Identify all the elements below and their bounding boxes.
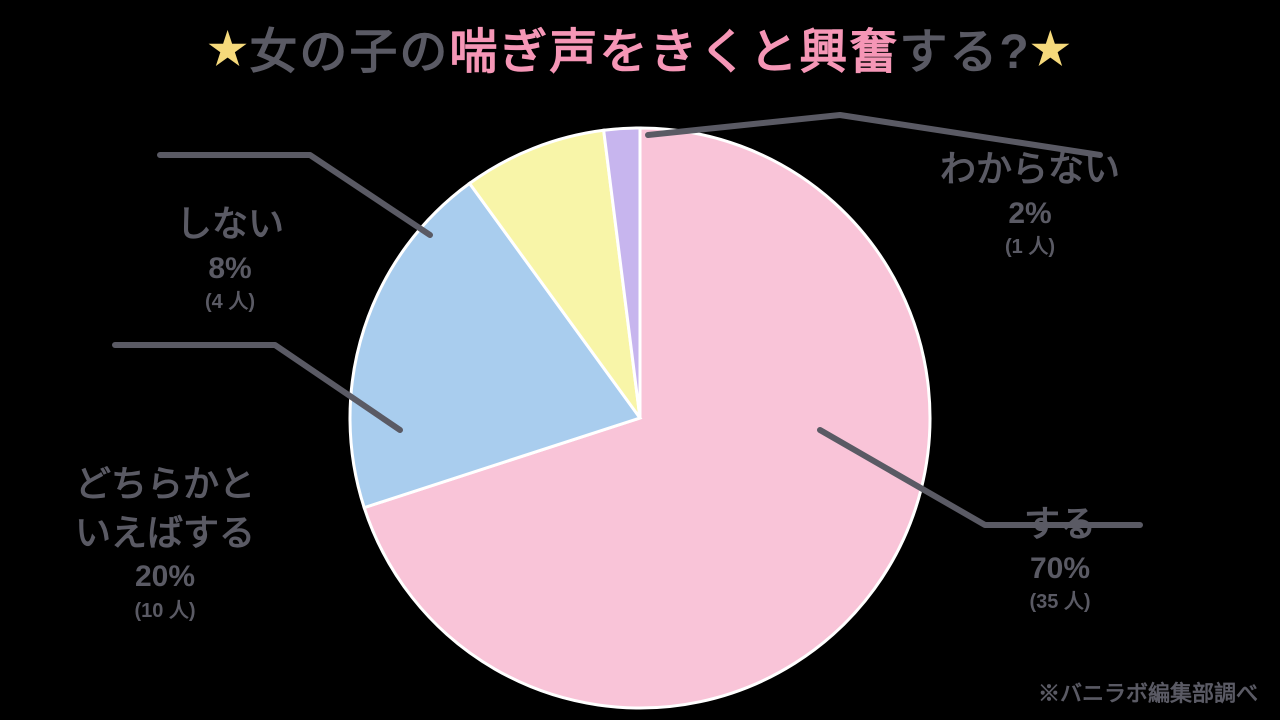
- slice-label-percent: 70%: [940, 549, 1180, 590]
- slice-label-count: (10 人): [45, 598, 285, 625]
- slice-label-name: しない: [110, 200, 350, 249]
- slice-label-count: (1 人): [910, 234, 1150, 261]
- footnote: ※バニラボ編集部調べ: [1038, 676, 1258, 708]
- slice-label-count: (35 人): [940, 589, 1180, 616]
- slice-label-percent: 20%: [45, 557, 285, 598]
- slice-label-count: (4 人): [110, 289, 350, 316]
- slice-label: どちらかといえばする20%(10 人): [45, 460, 285, 625]
- slice-label: しない8%(4 人): [110, 200, 350, 316]
- slice-label: わからない2%(1 人): [910, 145, 1150, 261]
- slice-label: する70%(35 人): [940, 500, 1180, 616]
- slice-label-name: どちらかといえばする: [45, 460, 285, 557]
- slice-label-name: わからない: [910, 145, 1150, 194]
- slice-label-percent: 8%: [110, 249, 350, 290]
- slice-label-percent: 2%: [910, 194, 1150, 235]
- slice-label-name: する: [940, 500, 1180, 549]
